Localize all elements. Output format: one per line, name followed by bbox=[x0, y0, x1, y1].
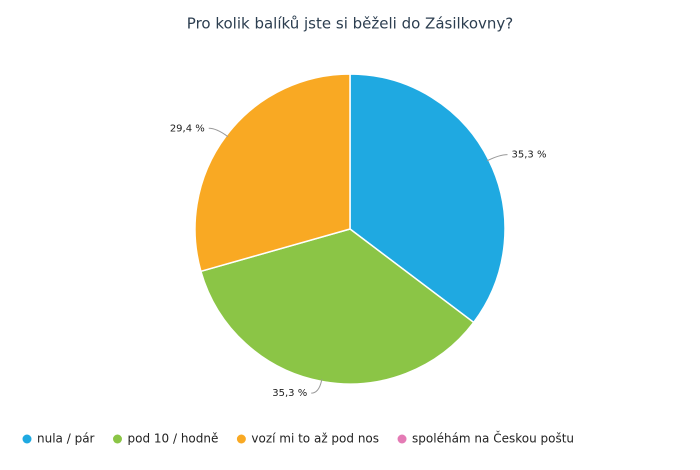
leader-line bbox=[208, 127, 229, 138]
leader-line bbox=[311, 379, 323, 394]
legend-marker bbox=[22, 434, 32, 444]
legend-marker bbox=[112, 434, 122, 444]
data-label: 35,3 % bbox=[512, 150, 547, 161]
legend-label: spoléhám na Českou poštu bbox=[412, 431, 574, 446]
data-label: 35,3 % bbox=[272, 388, 307, 399]
legend-label: nula / pár bbox=[37, 432, 95, 446]
chart-title: Pro kolik balíků jste si běželi do Zásil… bbox=[187, 15, 513, 33]
leader-line bbox=[486, 154, 508, 162]
legend-marker bbox=[236, 434, 246, 444]
legend-label: pod 10 / hodně bbox=[127, 432, 218, 446]
legend-marker bbox=[397, 434, 407, 444]
data-label: 29,4 % bbox=[170, 123, 205, 134]
legend-label: vozí mi to až pod nos bbox=[251, 432, 379, 446]
